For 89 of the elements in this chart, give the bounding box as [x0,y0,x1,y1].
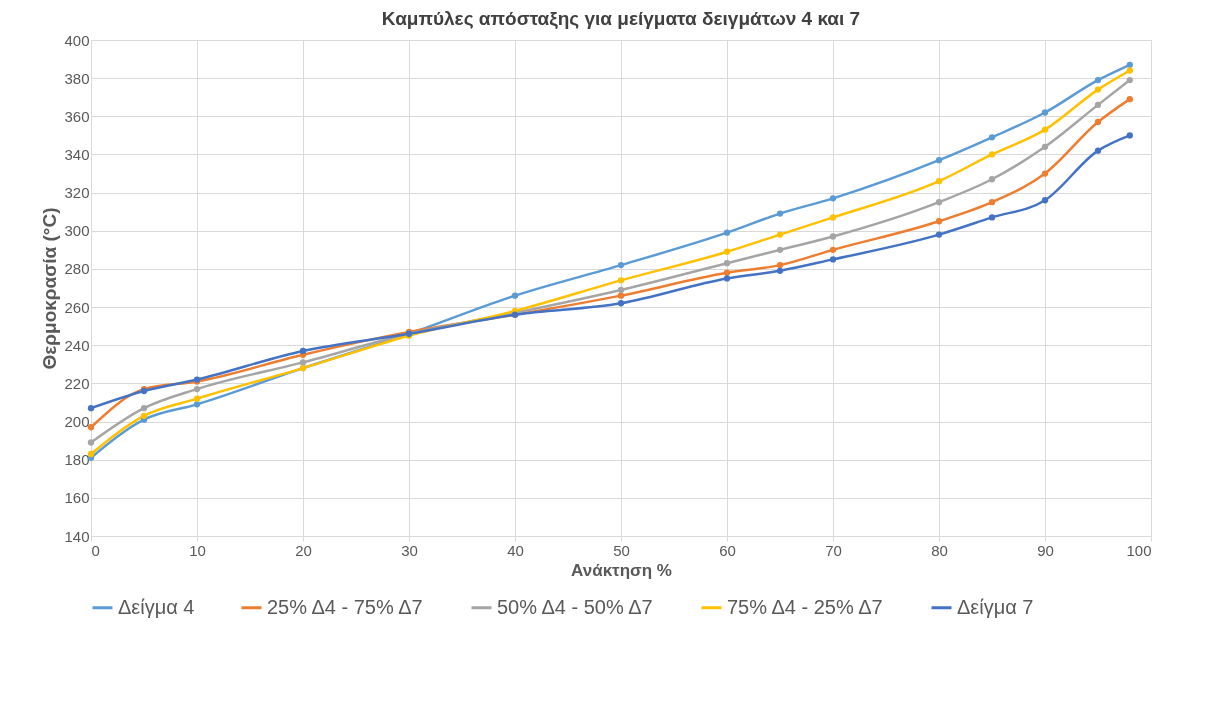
y-tick-label: 280 [64,260,90,278]
point [140,405,148,412]
point [1126,132,1133,139]
point [1126,67,1133,74]
point [776,246,784,253]
x-tick-label: 40 [507,541,524,559]
x-tick-label: 60 [719,541,736,559]
x-tick-label: 10 [189,541,206,559]
point [617,277,625,284]
y-tick-label: 260 [64,298,90,316]
point [935,178,943,185]
point [1094,86,1102,93]
point [617,286,625,294]
point [829,214,837,221]
point [1094,147,1102,154]
point [617,300,625,307]
x-tick-label: 50 [613,541,630,559]
point [87,405,95,412]
point [723,275,731,282]
y-tick-label: 360 [64,107,90,125]
y-tick-label: 160 [64,489,90,507]
point [988,134,996,141]
point [87,450,95,458]
y-tick-label: 220 [64,374,90,392]
point [617,261,625,269]
y-tick-label: 300 [64,222,90,240]
point [776,261,784,269]
point [1041,126,1049,133]
point [1126,61,1133,68]
point [829,246,837,253]
point [1126,95,1133,103]
point [776,210,784,217]
x-tick-label: 100 [1126,541,1152,559]
legend-label: 50% Δ4 - 50% Δ7 [497,595,653,618]
point [935,199,943,206]
x-tick-label: 20 [295,541,312,559]
y-tick-label: 340 [64,145,90,163]
chart-title: Καμπύλες απόσταξης για μείγματα δειγμάτων 4 και 7 [381,8,861,30]
point [988,199,996,206]
point [1094,101,1102,109]
y-axis-title: Θερμοκρασία (°C) [39,207,61,370]
point [617,292,625,299]
x-axis-title: Ανάκτηση % [571,560,672,580]
point [1041,143,1049,150]
point [776,231,784,238]
point [723,260,731,267]
y-tick-label: 380 [64,69,90,87]
point [511,292,519,299]
point [776,267,784,274]
x-tick-label: 90 [1037,541,1054,559]
point [988,176,996,183]
point [87,439,95,446]
y-tick-label: 400 [64,31,90,49]
point [193,401,201,408]
point [140,412,148,419]
point [935,157,943,164]
legend-label: Δείγμα 7 [957,595,1034,618]
x-tick-label: 30 [401,541,418,559]
point [935,218,943,225]
x-tick-label: 70 [825,541,842,559]
point [935,231,943,238]
point [1126,76,1133,84]
y-tick-label: 240 [64,336,90,354]
legend-label: 25% Δ4 - 75% Δ7 [267,595,423,618]
x-tick-label: 0 [91,541,100,559]
point [1041,170,1049,177]
point [988,151,996,158]
legend-label: Δείγμα 4 [118,595,195,618]
point [1094,76,1102,84]
y-tick-label: 180 [64,451,90,469]
point [1094,118,1102,126]
y-tick-label: 320 [64,184,90,202]
y-tick-label: 200 [64,413,90,431]
point [723,248,731,255]
point [1041,197,1049,204]
point [1041,109,1049,116]
point [193,395,201,402]
point [193,385,201,393]
point [988,214,996,221]
point [299,347,307,355]
point [829,195,837,202]
point [829,233,837,240]
point [829,256,837,263]
point [723,229,731,236]
y-tick-label: 140 [64,527,90,545]
x-tick-label: 80 [931,541,948,559]
legend-label: 75% Δ4 - 25% Δ7 [727,595,883,618]
point [299,359,307,366]
point [723,269,731,276]
